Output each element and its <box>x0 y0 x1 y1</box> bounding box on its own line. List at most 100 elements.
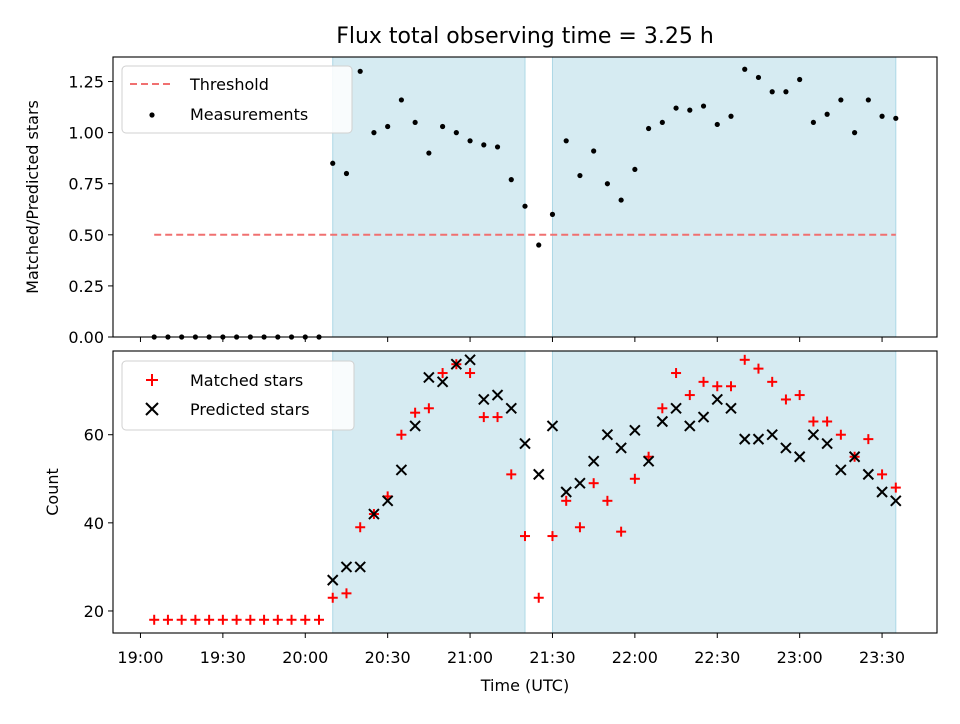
predicted-star-stroke <box>821 437 833 450</box>
predicted-star-marker <box>876 486 888 498</box>
matched-star-marker <box>671 368 682 379</box>
measurement-point <box>728 113 734 119</box>
predicted-star-stroke <box>354 561 366 573</box>
predicted-star-stroke <box>697 411 710 423</box>
bottom-legend: Matched stars Predicted stars <box>121 360 355 431</box>
matched-star-marker <box>547 531 558 542</box>
measurement-point <box>371 130 377 136</box>
predicted-star-marker <box>395 464 408 476</box>
measurement-point <box>687 107 693 113</box>
predicted-star-stroke <box>409 420 421 432</box>
predicted-star-marker <box>862 468 875 481</box>
legend-matched-label: Matched stars <box>190 371 303 390</box>
predicted-star-stroke <box>423 371 435 384</box>
measurement-point <box>783 89 789 95</box>
measurement-point <box>673 105 679 111</box>
predicted-star-stroke <box>601 429 614 441</box>
predicted-star-marker <box>423 371 435 384</box>
predicted-star-marker <box>519 437 531 450</box>
measurement-point <box>797 76 803 83</box>
predicted-star-marker <box>450 358 463 370</box>
predicted-star-marker <box>780 442 792 454</box>
predicted-star-marker <box>711 393 723 406</box>
matched-star-marker <box>341 588 352 599</box>
predicted-star-stroke <box>505 402 517 414</box>
measurement-point <box>467 138 473 144</box>
matched-star-marker <box>259 614 270 625</box>
matched-star-marker <box>520 531 530 542</box>
x-axis-label: Time (UTC) <box>480 676 569 695</box>
measurement-point <box>769 89 775 95</box>
predicted-star-stroke <box>656 415 669 428</box>
matched-star-marker <box>245 614 256 625</box>
measurement-point <box>357 68 363 74</box>
top-ytick-label: 0.75 <box>68 175 104 194</box>
matched-star-marker <box>176 614 187 625</box>
matched-star-marker <box>533 592 544 603</box>
measurement-point <box>398 97 404 103</box>
top-axes-frame <box>112 56 938 338</box>
bottom-ytick-label: 40 <box>84 514 104 533</box>
bottom-xtick-label: 20:00 <box>282 648 328 667</box>
matched-star-marker <box>492 412 503 423</box>
bottom-legend-box <box>121 360 355 431</box>
measurement-point <box>508 177 514 183</box>
measurement-point <box>522 203 528 209</box>
matched-star-marker <box>863 434 874 445</box>
measurement-point <box>440 123 446 130</box>
bottom-xtick-label: 22:00 <box>612 648 658 667</box>
legend-predicted-swatch <box>145 402 159 416</box>
predicted-star-stroke <box>491 389 504 401</box>
predicted-star-marker <box>807 429 820 441</box>
matched-star-marker <box>437 368 448 379</box>
legend-matched-swatch <box>146 374 158 386</box>
bottom-xtick-label: 21:00 <box>447 648 493 667</box>
predicted-star-marker <box>354 561 366 573</box>
matched-star-marker <box>465 368 476 379</box>
matched-star-marker <box>712 381 723 392</box>
measurement-point <box>453 130 459 136</box>
bottom-xtick-label: 19:30 <box>200 648 246 667</box>
predicted-star-stroke <box>629 424 641 437</box>
measurement-point <box>330 160 336 166</box>
matched-star-marker <box>794 390 805 401</box>
predicted-star-marker <box>766 429 778 441</box>
bottom-xtick-label: 19:00 <box>117 648 163 667</box>
predicted-star-marker <box>478 393 490 406</box>
bottom-xtick-label: 23:30 <box>859 648 905 667</box>
matched-star-marker <box>410 407 421 418</box>
matched-star-marker <box>835 429 846 440</box>
predicted-star-stroke <box>546 420 559 432</box>
predicted-star-marker <box>697 411 710 423</box>
predicted-star-marker <box>546 420 559 432</box>
measurement-point <box>838 97 844 103</box>
matched-star-marker <box>149 614 160 625</box>
measurement-point <box>632 166 638 173</box>
matched-star-marker <box>726 381 736 392</box>
predicted-star-stroke <box>587 455 600 467</box>
measurement-point <box>879 113 885 119</box>
matched-star-marker <box>684 390 695 401</box>
measurement-point <box>893 115 899 121</box>
predicted-star-stroke <box>807 429 820 441</box>
predicted-star-stroke <box>766 429 778 441</box>
predicted-star-marker <box>793 451 806 463</box>
matched-star-marker <box>327 592 338 603</box>
predicted-star-marker <box>752 433 765 445</box>
matched-star-marker <box>574 522 585 533</box>
predicted-star-marker <box>340 561 353 573</box>
matched-star-marker <box>739 354 750 365</box>
top-legend-box <box>121 65 353 134</box>
predicted-star-stroke <box>848 451 861 463</box>
predicted-star-stroke <box>876 486 888 498</box>
matched-star-marker <box>396 429 407 440</box>
measurement-point <box>852 130 858 136</box>
matched-star-marker <box>300 614 311 625</box>
predicted-star-stroke <box>519 437 531 450</box>
predicted-star-stroke <box>560 486 572 498</box>
predicted-star-marker <box>587 455 600 467</box>
measurement-point <box>549 211 556 217</box>
predicted-star-marker <box>409 420 421 432</box>
predicted-star-marker <box>670 402 682 414</box>
